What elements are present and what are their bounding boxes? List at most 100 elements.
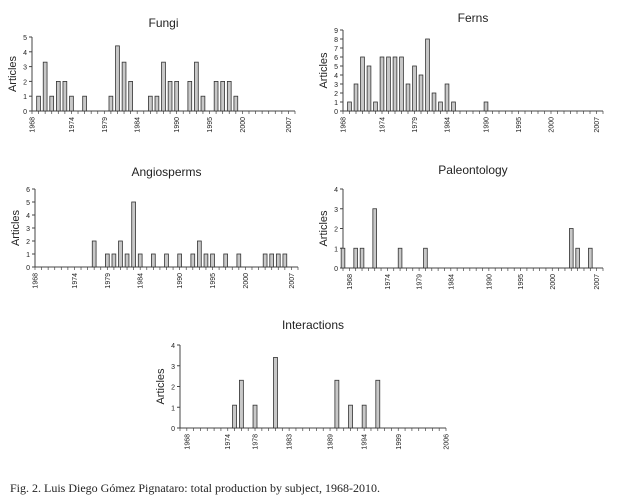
bar bbox=[399, 56, 404, 112]
y-tick-label: 4 bbox=[23, 50, 27, 57]
bar bbox=[223, 253, 228, 268]
x-tick-label: 1990 bbox=[486, 274, 493, 290]
x-tick-label: 1995 bbox=[210, 273, 217, 289]
y-tick-label: 1 bbox=[23, 94, 27, 101]
x-tick-label: 1994 bbox=[362, 434, 369, 450]
y-tick-label: 1 bbox=[26, 252, 30, 259]
y-axis-label: Articles bbox=[318, 52, 330, 89]
y-tick-label: 1 bbox=[334, 100, 338, 107]
bar bbox=[348, 404, 353, 429]
bar bbox=[36, 95, 41, 112]
y-tick-label: 4 bbox=[334, 187, 338, 194]
x-tick-label: 1984 bbox=[138, 273, 145, 289]
chart-panel: Fungi Articles 0 1 2 3 4 5 1968 1974 1979 1984 1990 1… bbox=[7, 16, 296, 133]
bar bbox=[203, 253, 209, 268]
bar bbox=[373, 101, 378, 112]
bar bbox=[49, 95, 55, 112]
x-tick-label: 1979 bbox=[105, 273, 112, 289]
bar bbox=[425, 38, 430, 112]
bar bbox=[262, 253, 268, 268]
bar bbox=[444, 83, 450, 112]
x-tick-label: 1974 bbox=[380, 117, 387, 133]
x-tick-label: 1990 bbox=[484, 117, 491, 133]
x-tick-label: 1968 bbox=[30, 117, 37, 133]
bar bbox=[360, 56, 365, 112]
y-tick-label: 7 bbox=[334, 46, 338, 53]
y-tick-label: 0 bbox=[334, 266, 338, 273]
bar bbox=[347, 101, 352, 112]
bar bbox=[451, 101, 456, 112]
bar bbox=[483, 101, 489, 112]
bar bbox=[151, 253, 156, 268]
bar bbox=[167, 81, 173, 112]
bar bbox=[118, 240, 123, 268]
y-tick-label: 3 bbox=[26, 226, 30, 233]
bar bbox=[226, 81, 232, 112]
x-tick-label: 1974 bbox=[69, 117, 76, 133]
bar bbox=[431, 92, 437, 112]
bar bbox=[353, 83, 359, 112]
x-tick-label: 2006 bbox=[444, 434, 451, 450]
bar bbox=[438, 101, 443, 112]
x-tick-label: 2007 bbox=[594, 117, 601, 133]
bar bbox=[148, 95, 153, 112]
y-tick-label: 4 bbox=[171, 343, 175, 350]
chart-panel: Angiosperms Articles 0 1 2 3 4 5 6 1968 1974 1979 19… bbox=[10, 165, 299, 289]
y-tick-label: 5 bbox=[26, 200, 30, 207]
bar bbox=[423, 247, 428, 269]
y-tick-label: 0 bbox=[26, 265, 30, 272]
bar bbox=[161, 61, 166, 112]
bar bbox=[108, 95, 114, 112]
y-axis-label: Articles bbox=[7, 55, 19, 92]
chart-panel: Ferns Articles 0 1 2 3 4 5 6 7 8 9 1968 1974 1979 1984 1… bbox=[318, 11, 604, 133]
x-tick-label: 1999 bbox=[396, 434, 403, 450]
y-tick-label: 3 bbox=[334, 82, 338, 89]
bar bbox=[282, 253, 288, 268]
x-tick-label: 1974 bbox=[385, 274, 392, 290]
y-tick-label: 1 bbox=[334, 246, 338, 253]
bar bbox=[55, 81, 61, 112]
y-tick-label: 2 bbox=[334, 227, 338, 234]
x-tick-label: 2007 bbox=[594, 274, 601, 290]
x-tick-label: 1990 bbox=[174, 117, 181, 133]
bar bbox=[174, 81, 179, 112]
bar bbox=[372, 208, 377, 269]
bar bbox=[405, 83, 411, 112]
bar bbox=[131, 201, 136, 268]
bar bbox=[177, 253, 182, 268]
bar bbox=[210, 253, 215, 268]
y-tick-label: 2 bbox=[23, 79, 27, 86]
chart-panel: Interactions Articles 0 1 2 3 4 1968 1974 1978 198… bbox=[155, 318, 451, 450]
bar bbox=[236, 253, 242, 268]
y-tick-label: 4 bbox=[26, 213, 30, 220]
x-tick-label: 1995 bbox=[207, 117, 214, 133]
x-tick-label: 1968 bbox=[347, 274, 354, 290]
bar bbox=[252, 404, 258, 429]
x-tick-label: 1968 bbox=[184, 434, 191, 450]
x-tick-label: 1995 bbox=[518, 274, 525, 290]
chart-title: Angiosperms bbox=[131, 165, 201, 179]
bar bbox=[233, 95, 239, 112]
y-tick-label: 3 bbox=[23, 65, 27, 72]
figure-caption: Fig. 2. Luis Diego Gómez Pignataro: tota… bbox=[10, 481, 380, 495]
bar bbox=[42, 61, 48, 112]
y-tick-label: 2 bbox=[26, 239, 30, 246]
bar bbox=[111, 253, 117, 268]
x-tick-label: 1978 bbox=[253, 434, 260, 450]
y-axis-label: Articles bbox=[318, 210, 330, 247]
y-tick-label: 3 bbox=[334, 207, 338, 214]
bar bbox=[154, 95, 160, 112]
bar bbox=[386, 56, 391, 112]
x-tick-label: 1984 bbox=[448, 274, 455, 290]
bar bbox=[359, 247, 365, 269]
chart-title: Paleontology bbox=[438, 163, 507, 177]
bar bbox=[353, 247, 358, 269]
x-tick-label: 1990 bbox=[177, 273, 184, 289]
y-tick-label: 5 bbox=[23, 35, 27, 42]
x-tick-label: 1979 bbox=[102, 117, 109, 133]
bar bbox=[418, 74, 424, 112]
y-tick-label: 6 bbox=[26, 187, 30, 194]
x-tick-label: 1983 bbox=[287, 434, 294, 450]
y-tick-label: 2 bbox=[334, 91, 338, 98]
